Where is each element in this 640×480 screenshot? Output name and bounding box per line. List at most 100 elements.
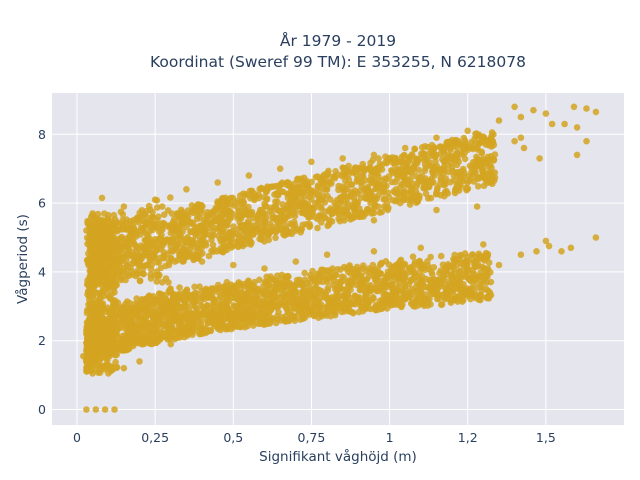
cloud-point [157,264,165,272]
cloud-point [418,265,426,272]
cloud-point [129,260,136,267]
data-point [433,206,440,214]
data-point [545,242,553,250]
data-point [592,234,600,241]
cloud-point [246,209,253,217]
cloud-point [446,138,453,146]
cloud-point [84,288,92,295]
cloud-point [368,179,375,186]
data-point [511,103,518,111]
cloud-point [402,167,410,175]
cloud-point [482,285,490,293]
cloud-point [281,232,288,239]
cloud-point [465,276,473,283]
data-point [89,210,96,217]
cloud-point [286,297,294,304]
cloud-point [94,215,102,222]
cloud-point [358,304,366,311]
cloud-point [302,210,309,217]
cloud-point [400,196,408,203]
cloud-point [88,323,95,331]
cloud-point [314,184,322,191]
cloud-point [111,216,119,223]
cloud-point [158,300,166,308]
data-point [230,323,237,331]
cloud-point [482,177,490,184]
cloud-point [387,268,395,276]
cloud-point [173,327,180,335]
cloud-point [226,310,234,317]
cloud-point [170,246,177,254]
cloud-point [239,198,247,205]
data-point [570,103,578,111]
cloud-point [146,257,154,265]
cloud-point [391,287,398,295]
data-point [198,330,206,338]
x-tick-label: 1,5 [536,430,556,445]
cloud-point [406,201,414,208]
cloud-point [95,250,103,258]
cloud-point [230,223,237,230]
data-point [473,203,481,210]
cloud-point [221,196,228,203]
cloud-point [282,302,289,310]
data-point [261,316,268,324]
cloud-point [99,278,106,285]
cloud-point [118,235,125,242]
cloud-point [223,296,231,303]
cloud-point [90,275,97,283]
cloud-point [300,181,308,188]
cloud-point [274,312,281,320]
cloud-point [238,223,245,230]
cloud-point [421,160,429,168]
data-point [98,194,106,202]
cloud-point [437,279,444,287]
data-point [245,172,253,179]
cloud-point [354,176,362,184]
cloud-point [83,347,91,354]
cloud-point [368,210,375,217]
cloud-point [371,172,379,180]
cloud-point [269,289,276,296]
cloud-point [427,253,434,261]
cloud-point [250,225,258,233]
cloud-point [476,174,484,182]
cloud-point [127,329,134,337]
cloud-point [205,312,213,319]
cloud-point [410,163,418,170]
cloud-point [171,221,178,229]
cloud-point [456,178,464,186]
cloud-point [167,194,174,201]
cloud-point [344,268,352,276]
cloud-point [373,276,380,284]
cloud-point [400,190,408,197]
cloud-point [275,187,283,195]
cloud-point [100,242,108,250]
cloud-point [211,224,218,232]
cloud-point [286,314,294,322]
cloud-point [99,270,107,278]
data-point [495,261,503,269]
data-point [198,258,206,265]
cloud-point [314,224,321,232]
cloud-point [411,270,418,278]
cloud-point [253,288,261,296]
y-tick-label: 0 [38,402,46,417]
x-tick-labels: 0 0,25 0,5 0,75 1 1,2 1,5 [73,430,556,445]
cloud-point [422,177,430,185]
cloud-point [144,297,152,304]
cloud-point [187,228,194,236]
cloud-point [84,280,92,287]
cloud-point [219,323,226,331]
cloud-point [95,319,102,327]
cloud-point [479,155,487,163]
data-point [533,248,540,255]
cloud-point [391,189,399,196]
cloud-point [235,296,242,304]
cloud-point [331,173,338,180]
cloud-point [237,288,245,296]
cloud-point [188,202,196,209]
cloud-point [203,212,210,219]
cloud-point [259,311,267,318]
cloud-point [342,205,350,212]
